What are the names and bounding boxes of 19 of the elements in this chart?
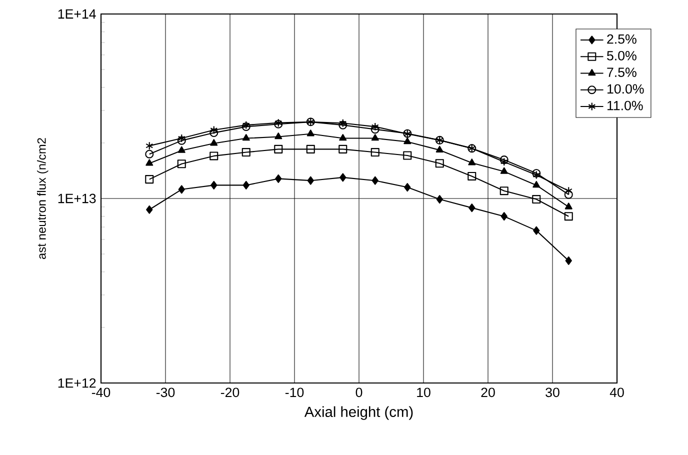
x-tick-label: 40	[610, 388, 624, 398]
y-tick-label: 1E+14	[58, 9, 96, 19]
x-tick-label: -10	[285, 388, 304, 398]
legend-label: 10.0%	[608, 84, 644, 94]
x-tick-label: 0	[356, 388, 362, 398]
x-tick-label: 10	[417, 388, 430, 398]
x-tick-label: -30	[156, 388, 175, 398]
x-tick-label: 30	[546, 388, 560, 398]
x-axis-title: Axial height (cm)	[304, 406, 413, 420]
y-tick-label: 1E+12	[58, 378, 96, 388]
legend-label: 5.0%	[607, 50, 636, 60]
x-tick-label: -40	[92, 388, 110, 398]
y-tick-label: 1E+13	[58, 194, 96, 204]
x-tick-label: -20	[220, 388, 240, 398]
legend-label: 11.0%	[608, 100, 643, 110]
legend-label: 7.5%	[607, 68, 636, 77]
y-axis-title: ast neutron flux (n/cm2	[37, 138, 48, 259]
x-tick-label: 20	[481, 388, 495, 398]
legend-label: 2.5%	[607, 34, 636, 44]
